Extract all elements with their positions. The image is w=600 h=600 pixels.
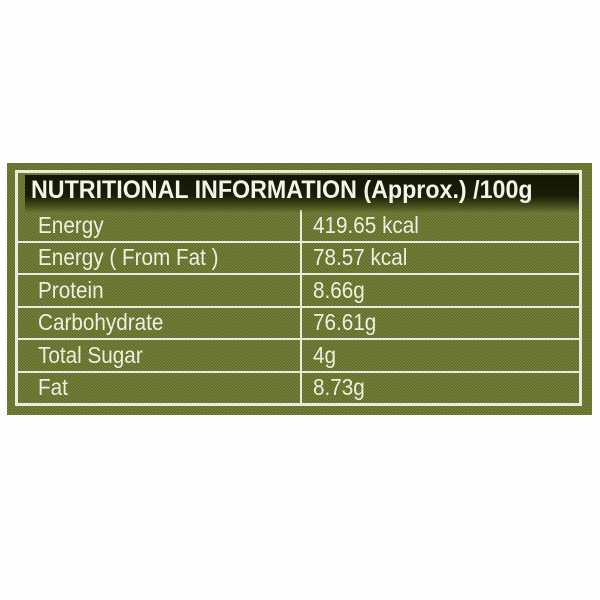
nutrient-name: Fat	[38, 374, 68, 401]
nutrient-name-cell: Carbohydrate	[18, 308, 300, 339]
nutrient-value: 419.65 kcal	[313, 211, 419, 238]
nutrition-table-body: Energy 419.65 kcal Energy ( From Fat ) 7…	[18, 210, 579, 403]
nutrient-name: Carbohydrate	[38, 309, 164, 336]
table-row-carbohydrate: Carbohydrate 76.61g	[18, 305, 579, 339]
nutrition-label-panel: NUTRITIONAL INFORMATION (Approx.) /100g …	[7, 163, 592, 415]
table-row-energy: Energy 419.65 kcal	[18, 210, 579, 241]
nutrient-value: 78.57 kcal	[313, 244, 408, 271]
table-row-total-sugar: Total Sugar 4g	[18, 338, 579, 371]
nutrient-name-cell: Fat	[18, 373, 300, 404]
nutrient-value-cell: 78.57 kcal	[300, 242, 579, 273]
table-row-protein: Protein 8.66g	[18, 273, 579, 306]
nutrient-name: Total Sugar	[38, 341, 143, 368]
nutrient-name: Energy ( From Fat )	[38, 244, 219, 271]
nutrient-value-cell: 76.61g	[300, 307, 579, 338]
table-row-energy-from-fat: Energy ( From Fat ) 78.57 kcal	[18, 240, 579, 274]
nutrient-name-cell: Protein	[18, 275, 300, 306]
table-row-fat: Fat 8.73g	[18, 370, 579, 404]
nutrient-name-cell: Energy	[18, 210, 300, 241]
nutrient-name-cell: Total Sugar	[18, 340, 300, 371]
nutrient-name: Protein	[38, 276, 104, 303]
nutrient-value-cell: 4g	[300, 340, 579, 371]
nutrient-value-cell: 8.73g	[300, 372, 579, 403]
nutrition-table-title: NUTRITIONAL INFORMATION (Approx.) /100g	[31, 176, 533, 204]
nutrient-name: Energy	[38, 211, 104, 238]
nutrient-value: 8.73g	[313, 374, 365, 401]
nutrition-table-header: NUTRITIONAL INFORMATION (Approx.) /100g	[18, 173, 579, 213]
nutrient-name-cell: Energy ( From Fat )	[18, 243, 300, 274]
nutrient-value: 76.61g	[313, 309, 377, 336]
nutrition-table: NUTRITIONAL INFORMATION (Approx.) /100g …	[15, 170, 582, 406]
nutrient-value-cell: 8.66g	[300, 275, 579, 306]
nutrient-value-cell: 419.65 kcal	[300, 210, 579, 241]
header-dark-band	[25, 175, 579, 213]
nutrient-value: 8.66g	[313, 276, 365, 303]
nutrient-value: 4g	[313, 341, 337, 368]
